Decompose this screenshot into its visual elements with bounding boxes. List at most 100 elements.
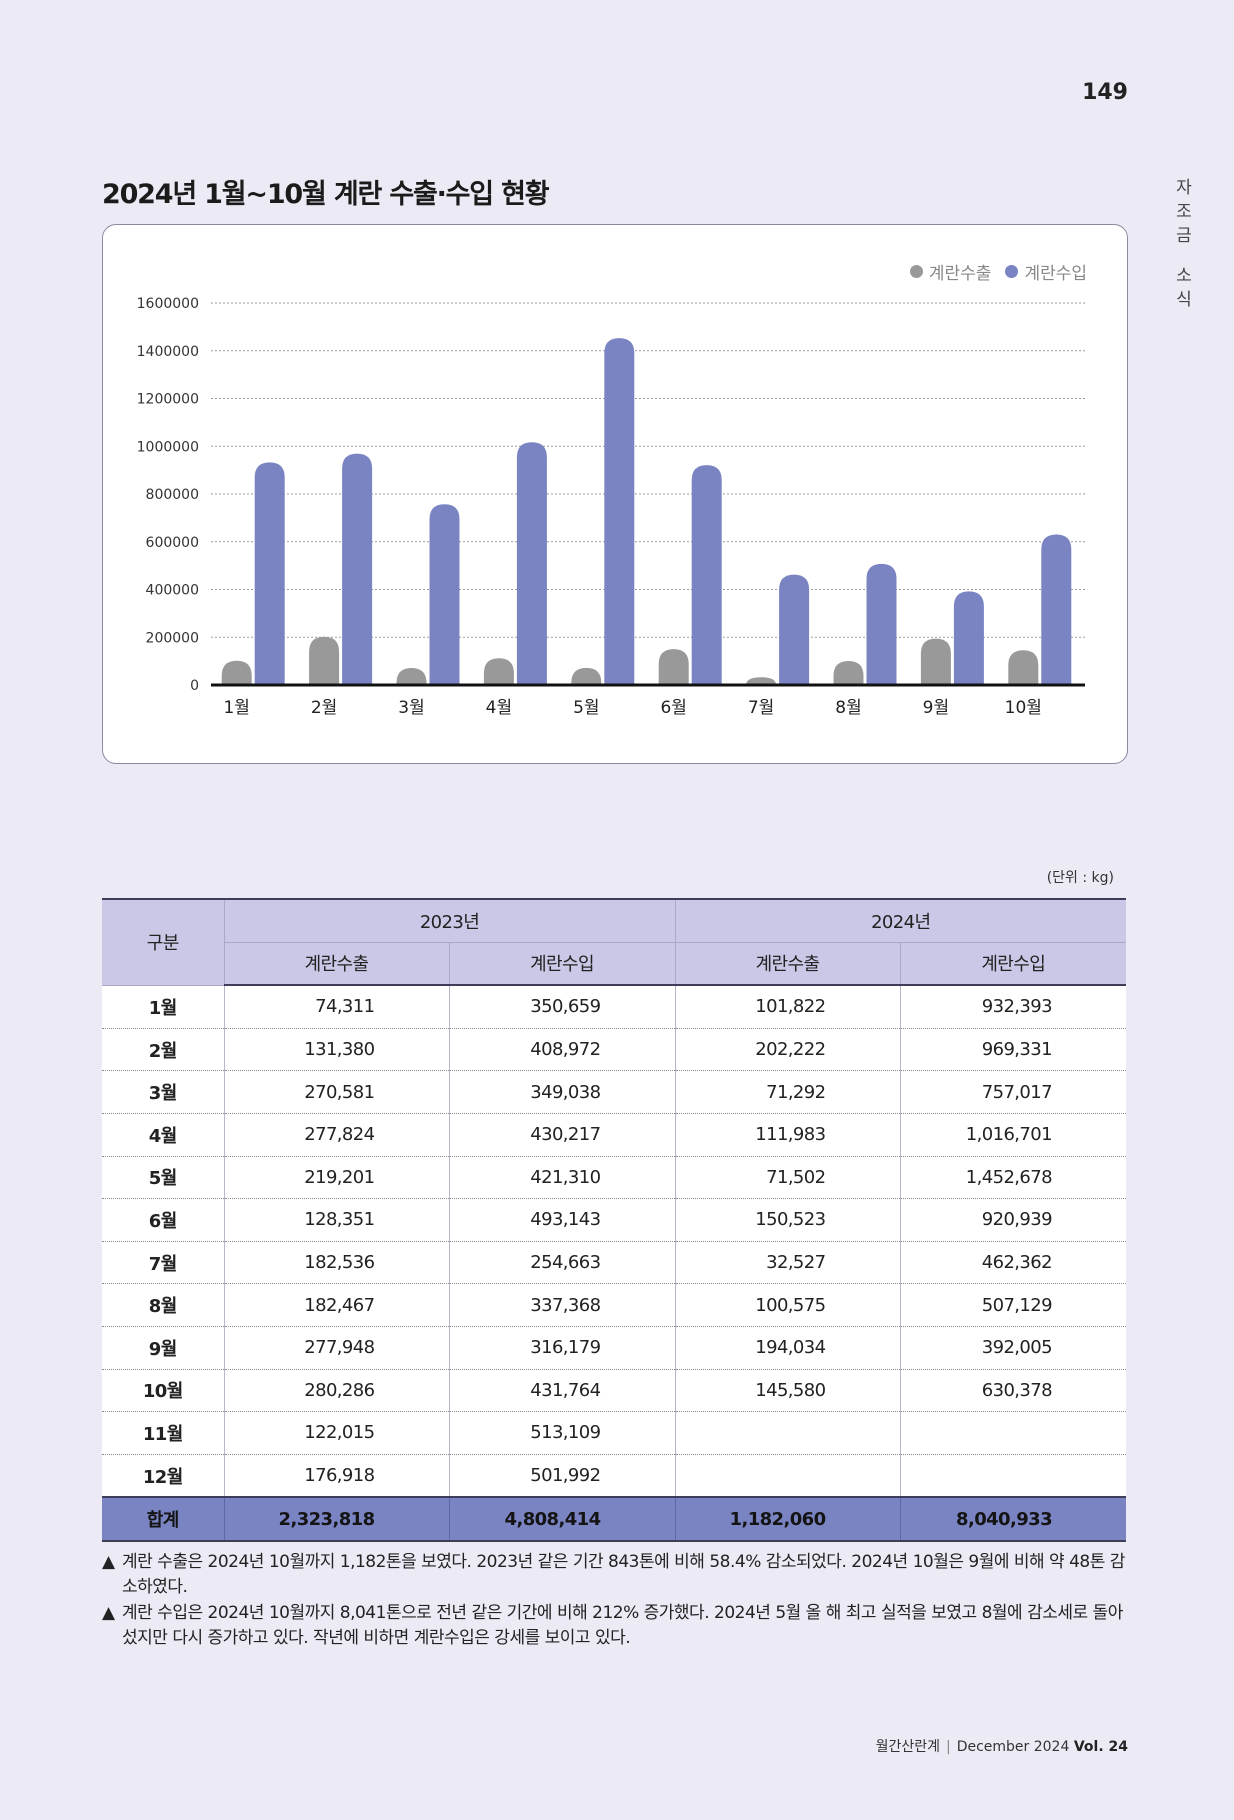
x-tick-label: 8월	[835, 698, 861, 718]
x-tick-label: 2월	[311, 698, 337, 718]
table-cell	[900, 1411, 1126, 1455]
x-tick-label: 9월	[923, 698, 949, 718]
table-cell: 431,764	[449, 1369, 676, 1413]
bar-export	[1008, 650, 1039, 685]
legend-dot-export	[909, 265, 923, 278]
side-label-char: 자	[1176, 178, 1192, 198]
table-row: 9월 277,948 316,179 194,034 392,005	[102, 1326, 1126, 1370]
bar-import	[1041, 534, 1072, 685]
table-cell	[675, 1454, 901, 1498]
row-month: 5월	[102, 1156, 225, 1200]
side-label-char: 조	[1176, 202, 1192, 222]
table-cell: 462,362	[900, 1241, 1126, 1285]
note-item: ▲ 계란 수입은 2024년 10월까지 8,041톤으로 전년 같은 기간에 …	[102, 1601, 1132, 1651]
row-month: 7월	[102, 1241, 225, 1285]
y-tick-label: 200000	[146, 630, 199, 646]
y-tick-label: 600000	[146, 535, 199, 551]
bar-chart: 0 200000 400000 600000 800000 1000000 1200000 1…	[137, 296, 1085, 718]
footer-vol: Vol. 24	[1073, 1739, 1128, 1755]
table-cell: 337,368	[449, 1283, 676, 1327]
table-row: 10월 280,286 431,764 145,580 630,378	[102, 1369, 1126, 1413]
table-cell: 100,575	[675, 1283, 901, 1327]
table-cell: 145,580	[675, 1369, 901, 1413]
table-cell: 182,536	[224, 1241, 450, 1285]
table-cell: 507,129	[900, 1283, 1126, 1327]
footer-separator: |	[945, 1739, 951, 1755]
legend-dot-import	[1005, 265, 1019, 278]
table-row: 5월 219,201 421,310 71,502 1,452,678	[102, 1156, 1126, 1200]
table-cell: 501,992	[449, 1454, 676, 1498]
row-month: 2월	[102, 1028, 225, 1072]
table-cell: 969,331	[900, 1028, 1126, 1072]
table-cell: 71,502	[675, 1156, 901, 1200]
bar-export	[746, 677, 777, 685]
table-cell: 316,179	[449, 1326, 676, 1370]
table-cell	[675, 1411, 901, 1455]
bar-import	[691, 465, 722, 685]
row-month: 8월	[102, 1283, 225, 1327]
total-label: 합계	[102, 1496, 225, 1542]
table-cell: 182,467	[224, 1283, 450, 1327]
table-cell: 131,380	[224, 1028, 450, 1072]
y-tick-label: 0	[190, 678, 199, 694]
table-row: 6월 128,351 493,143 150,523 920,939	[102, 1198, 1126, 1242]
x-tick-label: 10월	[1005, 698, 1042, 718]
bar-export	[396, 667, 427, 685]
table-cell: 71,292	[675, 1070, 901, 1114]
table-row: 7월 182,536 254,663 32,527 462,362	[102, 1241, 1126, 1285]
table-row: 3월 270,581 349,038 71,292 757,017	[102, 1070, 1126, 1114]
table-cell: 277,948	[224, 1326, 450, 1370]
table-cell: 128,351	[224, 1198, 450, 1242]
bar-import	[779, 574, 810, 685]
year-header-2024: 2024년	[675, 897, 1126, 943]
total-cell: 2,323,818	[224, 1496, 450, 1542]
notes: ▲ 계란 수출은 2024년 10월까지 1,182톤을 보였다. 2023년 …	[102, 1550, 1132, 1652]
table-cell: 176,918	[224, 1454, 450, 1498]
table-cell: 350,659	[449, 985, 676, 1029]
table-cell: 122,015	[224, 1411, 450, 1455]
bar-export	[920, 638, 951, 685]
chart-legend: 계란수출 계란수입	[909, 259, 1087, 284]
table-cell: 280,286	[224, 1369, 450, 1413]
bar-import	[516, 442, 547, 685]
table-row: 2월 131,380 408,972 202,222 969,331	[102, 1028, 1126, 1072]
total-cell: 8,040,933	[900, 1496, 1126, 1542]
table-row: 4월 277,824 430,217 111,983 1,016,701	[102, 1113, 1126, 1157]
row-month: 9월	[102, 1326, 225, 1370]
y-tick-label: 1600000	[137, 296, 199, 312]
bar-export	[221, 660, 252, 685]
table-cell: 1,016,701	[900, 1113, 1126, 1157]
export-import-table: 구분 2023년 2024년 계란수출 계란수입 계란수출 계란수입 1월 74,…	[102, 897, 1126, 1542]
chart-title: 2024년 1월~10월 계란 수출·수입 현황	[102, 179, 550, 210]
x-tick-label: 1월	[223, 698, 249, 718]
x-tick-label: 4월	[486, 698, 512, 718]
bar-import	[866, 563, 897, 685]
subheader-2024-export: 계란수출	[675, 942, 901, 987]
row-month: 3월	[102, 1070, 225, 1114]
row-month: 12월	[102, 1454, 225, 1498]
row-month: 11월	[102, 1411, 225, 1455]
table-cell: 920,939	[900, 1198, 1126, 1242]
row-month: 6월	[102, 1198, 225, 1242]
x-tick-label: 3월	[398, 698, 424, 718]
note-text: 계란 수출은 2024년 10월까지 1,182톤을 보였다. 2023년 같은…	[122, 1552, 1125, 1597]
table-cell: 757,017	[900, 1070, 1126, 1114]
bar-export	[571, 667, 602, 685]
bar-import	[429, 504, 460, 685]
unit-note: (단위 : kg)	[1046, 870, 1114, 886]
footer: 월간산란계 | December 2024 Vol. 24	[876, 1736, 1128, 1756]
total-cell: 1,182,060	[675, 1496, 901, 1542]
bar-import	[604, 338, 635, 685]
side-label-char: 소	[1176, 266, 1192, 286]
side-label-char: 금	[1176, 226, 1192, 246]
table-cell: 408,972	[449, 1028, 676, 1072]
side-label-gap	[1172, 248, 1196, 264]
bar-import	[953, 591, 984, 685]
legend-item-import: 계란수입	[1005, 259, 1087, 284]
table-row: 8월 182,467 337,368 100,575 507,129	[102, 1283, 1126, 1327]
table-cell: 219,201	[224, 1156, 450, 1200]
total-row: 합계 2,323,818 4,808,414 1,182,060 8,040,9…	[102, 1496, 1126, 1542]
table-cell: 421,310	[449, 1156, 676, 1200]
table-cell	[900, 1454, 1126, 1498]
